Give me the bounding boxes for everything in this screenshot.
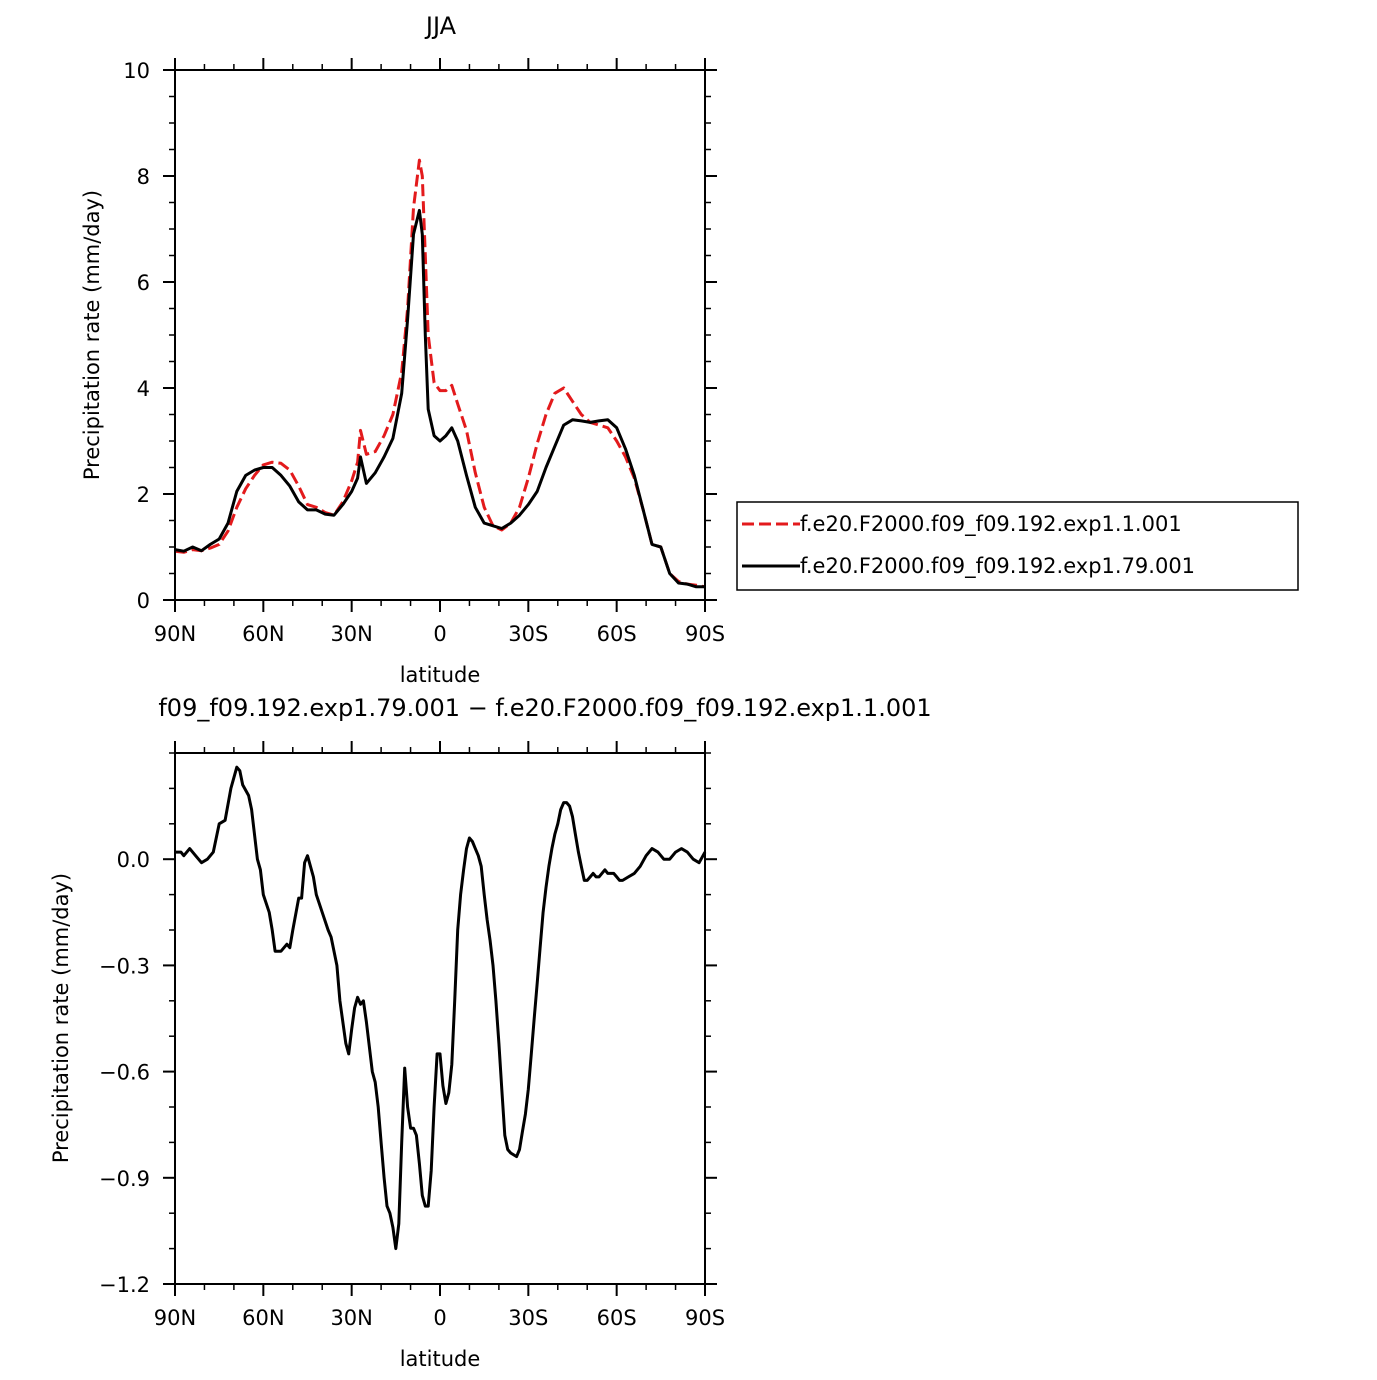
y-tick-label: 0 bbox=[137, 589, 150, 613]
panel-title-difference: f09_f09.192.exp1.79.001 − f.e20.F2000.f0… bbox=[158, 694, 931, 722]
y-tick-label: 0.0 bbox=[117, 848, 150, 872]
top-y-axis-label: Precipitation rate (mm/day) bbox=[80, 190, 104, 480]
x-tick-label: 90N bbox=[154, 1306, 196, 1330]
x-tick-label: 60S bbox=[597, 1306, 637, 1330]
x-tick-label: 30N bbox=[330, 1306, 372, 1330]
bottom-y-tick-labels: 0.0 −0.3 −0.6 −0.9 −1.2 bbox=[99, 848, 150, 1297]
precip-zonal-mean-panel: JJA 90N 60N 30N 0 30S 60S 90S 0 2 4 6 8 10 latitude… bbox=[80, 12, 1299, 687]
x-tick-label: 60N bbox=[242, 622, 284, 646]
bottom-axis-ticks bbox=[163, 741, 717, 1296]
legend-box bbox=[736, 501, 1299, 591]
top-axis-ticks bbox=[163, 58, 717, 612]
panel-title-jja: JJA bbox=[424, 12, 457, 40]
bottom-series-lines bbox=[175, 765, 707, 1251]
legend: f.e20.F2000.f09_f09.192.exp1.1.001 f.e20… bbox=[736, 501, 1299, 591]
bottom-x-tick-labels: 90N 60N 30N 0 30S 60S 90S bbox=[154, 1306, 725, 1330]
series-line-difference bbox=[175, 765, 707, 1251]
y-tick-label: −0.3 bbox=[99, 954, 150, 978]
x-tick-label: 90N bbox=[154, 622, 196, 646]
x-tick-label: 30S bbox=[508, 622, 548, 646]
y-tick-label: 10 bbox=[123, 59, 150, 83]
series-line-exp1-79-001 bbox=[174, 208, 705, 589]
bottom-plot-frame bbox=[174, 752, 706, 1285]
y-tick-label: −0.6 bbox=[99, 1061, 150, 1085]
bottom-y-axis-label: Precipitation rate (mm/day) bbox=[49, 873, 73, 1163]
y-tick-label: −0.9 bbox=[99, 1167, 150, 1191]
legend-label-exp1-1-001: f.e20.F2000.f09_f09.192.exp1.1.001 bbox=[800, 512, 1182, 537]
x-tick-label: 0 bbox=[433, 622, 446, 646]
bottom-x-axis-label: latitude bbox=[400, 1347, 481, 1371]
top-x-axis-label: latitude bbox=[400, 663, 481, 687]
x-tick-label: 30S bbox=[508, 1306, 548, 1330]
top-series-lines bbox=[174, 158, 706, 589]
x-tick-label: 60S bbox=[597, 622, 637, 646]
series-line-exp1-1-001 bbox=[174, 158, 706, 589]
top-y-tick-labels: 0 2 4 6 8 10 bbox=[123, 59, 150, 613]
x-tick-label: 90S bbox=[685, 1306, 725, 1330]
x-tick-label: 30N bbox=[330, 622, 372, 646]
y-tick-label: 8 bbox=[137, 165, 150, 189]
top-plot-frame bbox=[174, 69, 706, 601]
x-tick-label: 60N bbox=[242, 1306, 284, 1330]
y-tick-label: 6 bbox=[137, 271, 150, 295]
x-tick-label: 90S bbox=[685, 622, 725, 646]
y-tick-label: 4 bbox=[137, 377, 150, 401]
top-x-tick-labels: 90N 60N 30N 0 30S 60S 90S bbox=[154, 622, 725, 646]
y-tick-label: 2 bbox=[137, 483, 150, 507]
y-tick-label: −1.2 bbox=[99, 1273, 150, 1297]
x-tick-label: 0 bbox=[433, 1306, 446, 1330]
legend-label-exp1-79-001: f.e20.F2000.f09_f09.192.exp1.79.001 bbox=[800, 554, 1195, 579]
precip-difference-panel: f09_f09.192.exp1.79.001 − f.e20.F2000.f0… bbox=[49, 694, 932, 1371]
